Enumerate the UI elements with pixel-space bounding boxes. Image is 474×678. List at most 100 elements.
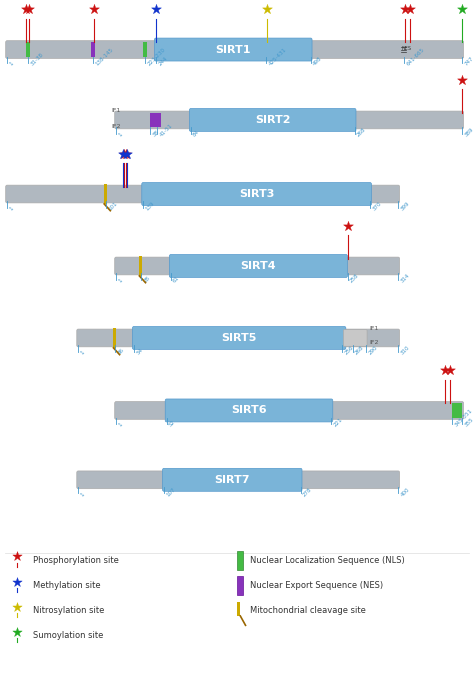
Point — [123, 148, 130, 159]
Text: 355: 355 — [464, 417, 474, 428]
FancyBboxPatch shape — [77, 329, 400, 347]
Point — [13, 626, 20, 637]
FancyBboxPatch shape — [115, 401, 464, 419]
Text: SIRT1: SIRT1 — [216, 45, 251, 54]
Text: SIRT2: SIRT2 — [255, 115, 291, 125]
Text: 1: 1 — [80, 492, 86, 498]
Point — [458, 4, 466, 15]
Text: 41-51: 41-51 — [158, 123, 173, 138]
Point — [90, 4, 97, 15]
FancyBboxPatch shape — [169, 254, 347, 277]
Text: 52: 52 — [168, 420, 176, 428]
Text: 28: 28 — [143, 275, 151, 283]
Text: 400: 400 — [400, 487, 410, 498]
Bar — [237, 551, 243, 570]
Text: 399: 399 — [400, 201, 410, 212]
FancyBboxPatch shape — [155, 38, 312, 61]
Text: Mitochondrial cleavage site: Mitochondrial cleavage site — [250, 606, 366, 615]
Text: 1: 1 — [9, 61, 15, 67]
Text: Phosphorylation site: Phosphorylation site — [33, 556, 119, 565]
Bar — [453, 403, 462, 418]
Text: 1: 1 — [80, 350, 86, 355]
Text: IF2: IF2 — [369, 340, 379, 344]
Text: 268: 268 — [354, 344, 365, 355]
Bar — [150, 113, 162, 127]
Point — [152, 4, 160, 15]
Text: Sumoylation site: Sumoylation site — [33, 631, 103, 640]
Text: 54: 54 — [135, 347, 144, 355]
Point — [119, 148, 127, 159]
Text: 84: 84 — [192, 129, 201, 138]
Text: IF1: IF1 — [369, 326, 379, 331]
Text: 314: 314 — [400, 273, 410, 283]
Text: NES: NES — [401, 46, 411, 51]
Text: IF1: IF1 — [111, 108, 121, 113]
Text: 31-38: 31-38 — [29, 52, 44, 67]
FancyBboxPatch shape — [344, 330, 367, 346]
Bar — [104, 184, 107, 204]
FancyBboxPatch shape — [6, 41, 464, 58]
FancyBboxPatch shape — [6, 185, 400, 203]
Bar — [237, 602, 240, 616]
Text: 36: 36 — [117, 347, 125, 355]
Bar — [91, 42, 95, 57]
FancyBboxPatch shape — [163, 468, 302, 492]
FancyBboxPatch shape — [165, 399, 333, 422]
Point — [458, 75, 466, 85]
Text: 641-665: 641-665 — [406, 47, 426, 67]
Text: Nuclear Export Sequence (NES): Nuclear Export Sequence (NES) — [250, 581, 383, 590]
Point — [22, 4, 30, 15]
Point — [441, 365, 448, 376]
Bar — [113, 328, 116, 348]
Point — [13, 601, 20, 612]
Text: 139: 139 — [145, 201, 155, 212]
FancyBboxPatch shape — [115, 111, 464, 129]
Text: 107: 107 — [165, 487, 176, 498]
Text: IF2: IF2 — [111, 123, 121, 129]
Text: 389: 389 — [464, 127, 474, 138]
FancyBboxPatch shape — [132, 327, 346, 349]
Point — [447, 365, 454, 376]
Bar — [237, 576, 243, 595]
Text: 38: 38 — [152, 129, 160, 138]
Text: 498: 498 — [312, 56, 323, 67]
FancyBboxPatch shape — [115, 257, 400, 275]
Text: 256: 256 — [344, 344, 355, 355]
Bar — [143, 42, 147, 57]
Text: SIRT4: SIRT4 — [241, 261, 276, 271]
Text: SIRT5: SIRT5 — [221, 333, 257, 343]
Text: 310: 310 — [400, 344, 410, 355]
Text: 1: 1 — [118, 132, 124, 138]
FancyBboxPatch shape — [77, 471, 400, 489]
FancyBboxPatch shape — [190, 108, 356, 132]
Text: 101: 101 — [108, 201, 118, 212]
Text: 747: 747 — [464, 56, 474, 67]
Text: 345-351: 345-351 — [454, 408, 474, 428]
Text: 268: 268 — [356, 127, 367, 138]
Point — [406, 4, 414, 15]
Text: SIRT3: SIRT3 — [239, 189, 274, 199]
Text: 290: 290 — [368, 344, 379, 355]
Point — [120, 148, 128, 159]
Point — [401, 4, 409, 15]
Point — [13, 576, 20, 587]
Point — [26, 4, 33, 15]
Point — [13, 551, 20, 562]
Text: Nuclear Localization Sequence (NLS): Nuclear Localization Sequence (NLS) — [250, 556, 405, 565]
Text: 278: 278 — [302, 487, 313, 498]
Point — [122, 148, 129, 159]
Point — [263, 4, 271, 15]
Bar — [26, 42, 30, 57]
Text: 61: 61 — [172, 275, 181, 283]
Text: 1: 1 — [118, 422, 124, 428]
Text: SIRT6: SIRT6 — [231, 405, 267, 416]
Bar — [139, 256, 142, 276]
Text: 221: 221 — [333, 417, 344, 428]
Point — [344, 220, 351, 231]
Text: 1: 1 — [118, 277, 124, 283]
Text: Methylation site: Methylation site — [33, 581, 101, 590]
Text: 138-145: 138-145 — [94, 47, 114, 67]
Text: 370: 370 — [372, 201, 383, 212]
Text: 425-431: 425-431 — [268, 47, 288, 67]
FancyBboxPatch shape — [142, 182, 372, 205]
